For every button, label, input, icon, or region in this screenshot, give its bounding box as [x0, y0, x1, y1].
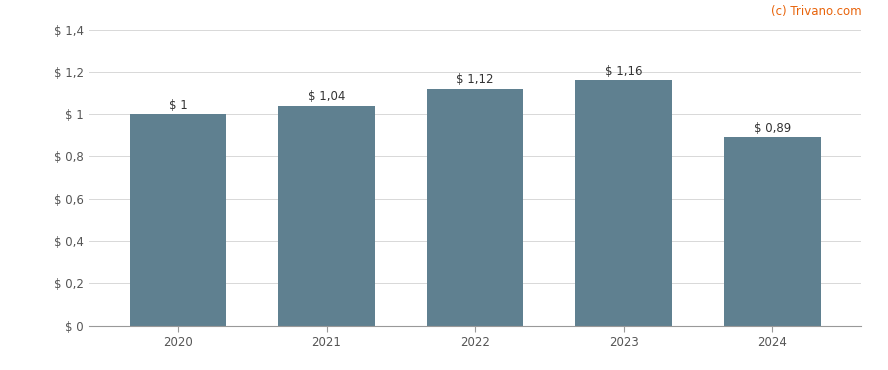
Text: $ 1,12: $ 1,12: [456, 73, 494, 86]
Bar: [575, 80, 672, 326]
Bar: [278, 106, 375, 326]
Text: $ 0,89: $ 0,89: [754, 122, 791, 135]
Text: $ 1,04: $ 1,04: [308, 90, 345, 103]
Text: (c) Trivano.com: (c) Trivano.com: [771, 5, 861, 18]
Bar: [724, 137, 821, 326]
Text: $ 1: $ 1: [169, 99, 187, 112]
Text: $ 1,16: $ 1,16: [605, 65, 642, 78]
Bar: [130, 114, 226, 326]
Bar: [427, 89, 523, 326]
